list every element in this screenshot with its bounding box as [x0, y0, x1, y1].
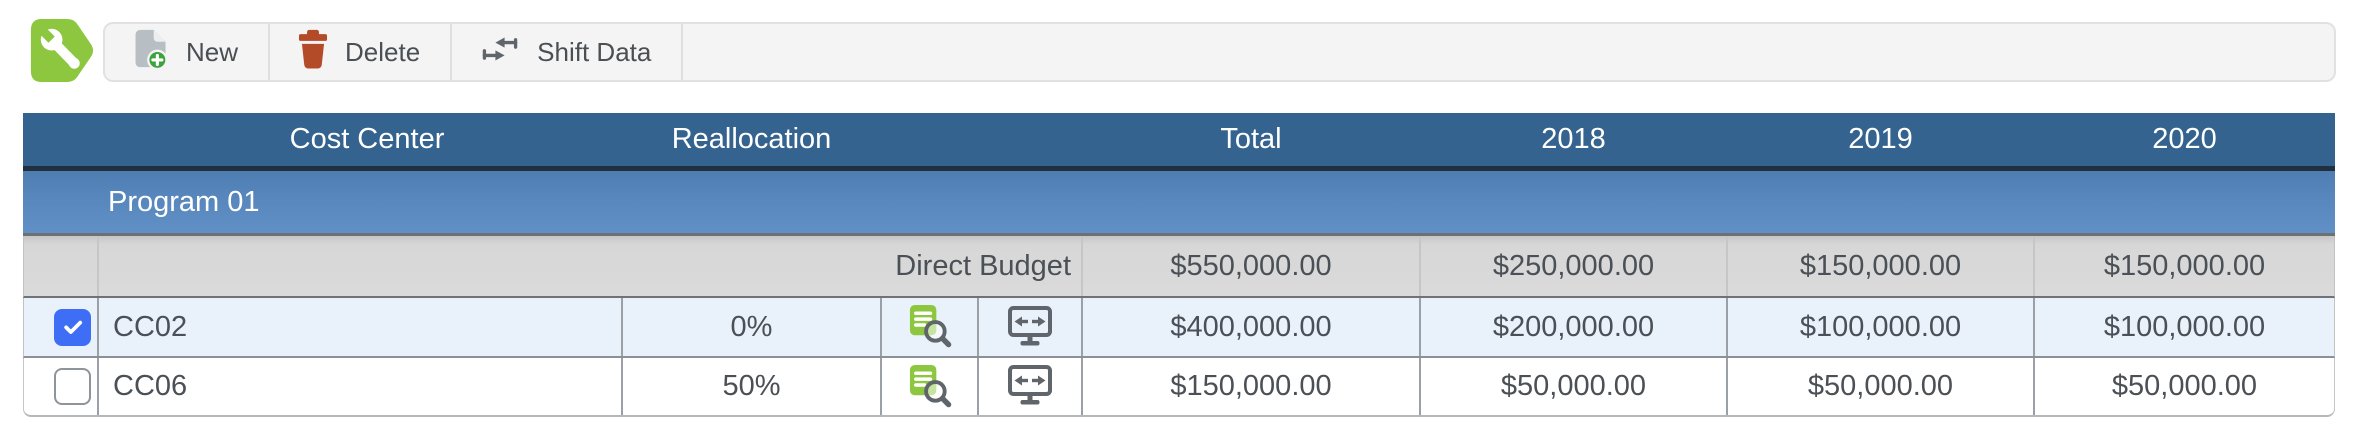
table-row-cc02: CC02 0%	[23, 298, 2335, 358]
new-button[interactable]: New	[105, 24, 271, 80]
header-total: Total	[1220, 123, 1282, 155]
direct-budget-row: Direct Budget $550,000.00 $250,000.00 $1…	[23, 236, 2335, 298]
app-settings-button[interactable]	[25, 14, 96, 87]
grid-header-row: Cost Center Reallocation Total 2018 2019…	[23, 113, 2335, 171]
summary-2018: $250,000.00	[1421, 236, 1728, 296]
row-action-cell	[979, 298, 1083, 356]
summary-2019: $150,000.00	[1728, 236, 2035, 296]
year-2019-cell: $100,000.00	[1728, 298, 2035, 356]
reallocation-cell[interactable]: 50%	[623, 358, 882, 415]
row-action-cell	[979, 358, 1083, 415]
new-file-icon	[131, 26, 171, 79]
budget-grid: Cost Center Reallocation Total 2018 2019…	[23, 113, 2335, 417]
header-2018: 2018	[1541, 123, 1606, 155]
header-select-spacer	[23, 113, 98, 166]
row-select-cell	[24, 298, 99, 356]
row-checkbox-checked[interactable]	[54, 308, 91, 346]
row-action-cell	[882, 298, 979, 356]
year-2020-cell: $100,000.00	[2103, 310, 2266, 343]
summary-select-spacer	[24, 236, 99, 296]
fit-screen-icon	[1007, 305, 1053, 350]
reallocation-cell[interactable]: 0%	[623, 298, 882, 356]
delete-button-label: Delete	[345, 36, 421, 67]
shift-data-button[interactable]: Shift Data	[452, 24, 684, 80]
toolbar: New Delete	[103, 22, 2336, 82]
trash-icon	[296, 28, 330, 77]
shift-arrows-icon	[478, 30, 522, 75]
total-cell: $150,000.00	[1083, 358, 1421, 415]
year-2020-cell: $50,000.00	[2111, 370, 2258, 402]
total-cell: $400,000.00	[1083, 298, 1421, 356]
fit-screen-button[interactable]	[1007, 364, 1053, 409]
row-action-cell	[882, 358, 979, 415]
row-checkbox-unchecked[interactable]	[54, 368, 91, 405]
header-icon-spacer-2	[978, 113, 1082, 166]
header-2019: 2019	[1848, 123, 1913, 155]
toolbar-spacer	[683, 24, 2334, 80]
header-2020: 2020	[2152, 123, 2217, 155]
cost-center-cell: CC06	[99, 358, 623, 415]
cost-center-cell: CC02	[99, 298, 623, 356]
header-reallocation: Reallocation	[671, 123, 832, 155]
header-cost-center: Cost Center	[289, 123, 445, 155]
shift-data-button-label: Shift Data	[537, 36, 652, 67]
header-icon-spacer-1	[881, 113, 978, 166]
wrench-icon	[25, 18, 96, 90]
year-2018-cell: $200,000.00	[1421, 298, 1728, 356]
fit-screen-button[interactable]	[1007, 305, 1053, 350]
summary-total: $550,000.00	[1083, 236, 1421, 296]
group-label: Program 01	[108, 185, 260, 218]
group-row-program-01[interactable]: Program 01	[23, 171, 2335, 236]
year-2018-cell: $50,000.00	[1421, 358, 1728, 415]
fit-screen-icon	[1007, 364, 1053, 409]
view-data-button[interactable]	[907, 363, 952, 411]
row-select-cell	[24, 358, 99, 415]
view-data-icon	[907, 303, 952, 351]
year-2019-cell: $50,000.00	[1728, 358, 2035, 415]
view-data-button[interactable]	[907, 303, 952, 351]
new-button-label: New	[186, 36, 239, 67]
summary-label: Direct Budget	[99, 236, 1083, 296]
delete-button[interactable]: Delete	[270, 24, 453, 80]
table-row-cc06: CC06 50%	[23, 358, 2335, 417]
summary-2020: $150,000.00	[2103, 249, 2266, 282]
view-data-icon	[907, 363, 952, 411]
